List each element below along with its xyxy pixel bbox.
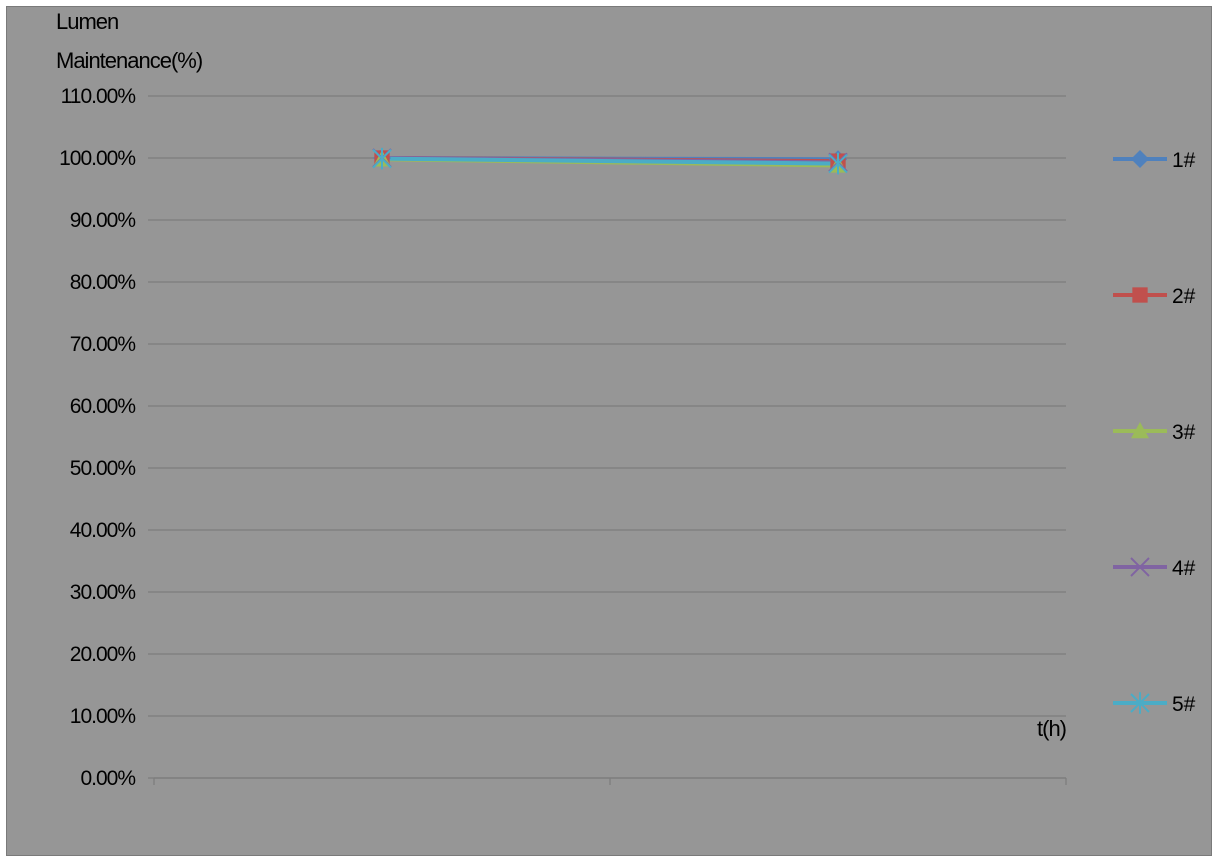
y-tick-label: 40.00% — [70, 519, 136, 542]
y-tick-label: 10.00% — [70, 705, 136, 728]
legend: 1# 2# 3# 4# 5# — [1113, 149, 1196, 716]
x-axis-title: t(h) — [1037, 716, 1066, 741]
y-tick-labels: 0.00% 10.00% 20.00% 30.00% 40.00% 50.00% 60.00… — [59, 85, 136, 790]
legend-marker — [1131, 150, 1149, 168]
legend-marker — [1130, 557, 1150, 577]
gridlines — [154, 95, 1066, 717]
legend-label: 3# — [1172, 421, 1196, 444]
legend-marker — [1131, 422, 1149, 439]
legend-marker — [1132, 287, 1148, 303]
y-tick-label: 110.00% — [61, 85, 136, 108]
y-tick-label: 30.00% — [70, 581, 136, 604]
y-tick-label: 0.00% — [80, 767, 135, 790]
y-tick-label: 70.00% — [70, 333, 136, 356]
y-tick-label: 80.00% — [70, 271, 136, 294]
y-tick-label: 20.00% — [70, 643, 136, 666]
legend-label: 2# — [1172, 285, 1196, 308]
y-tick-label: 60.00% — [70, 395, 136, 418]
legend-item-1: 1# — [1113, 149, 1196, 172]
y-tick-label: 50.00% — [70, 457, 136, 480]
legend-label: 1# — [1172, 149, 1196, 172]
y-tick-label: 100.00% — [59, 147, 135, 170]
line-chart: 0.00% 10.00% 20.00% 30.00% 40.00% 50.00% 60.00… — [56, 9, 1196, 790]
chart-area: 0.00% 10.00% 20.00% 30.00% 40.00% 50.00% 60.00… — [6, 6, 1212, 856]
legend-item-3: 3# — [1113, 421, 1196, 444]
data-point-5-2 — [828, 152, 848, 175]
legend-item-5: 5# — [1113, 692, 1196, 716]
legend-item-4: 4# — [1113, 557, 1196, 580]
legend-label: 5# — [1172, 693, 1196, 716]
legend-item-2: 2# — [1113, 285, 1196, 308]
y-tick-label: 90.00% — [70, 209, 136, 232]
data-point-5-1 — [372, 147, 392, 170]
y-axis-title-line1: Lumen — [56, 9, 118, 34]
axes — [148, 95, 1067, 785]
legend-marker — [1130, 692, 1150, 714]
legend-label: 4# — [1172, 557, 1196, 580]
y-axis-title-line2: Maintenance(%) — [56, 48, 202, 73]
series-group — [372, 147, 848, 175]
series-line-5 — [381, 156, 839, 166]
